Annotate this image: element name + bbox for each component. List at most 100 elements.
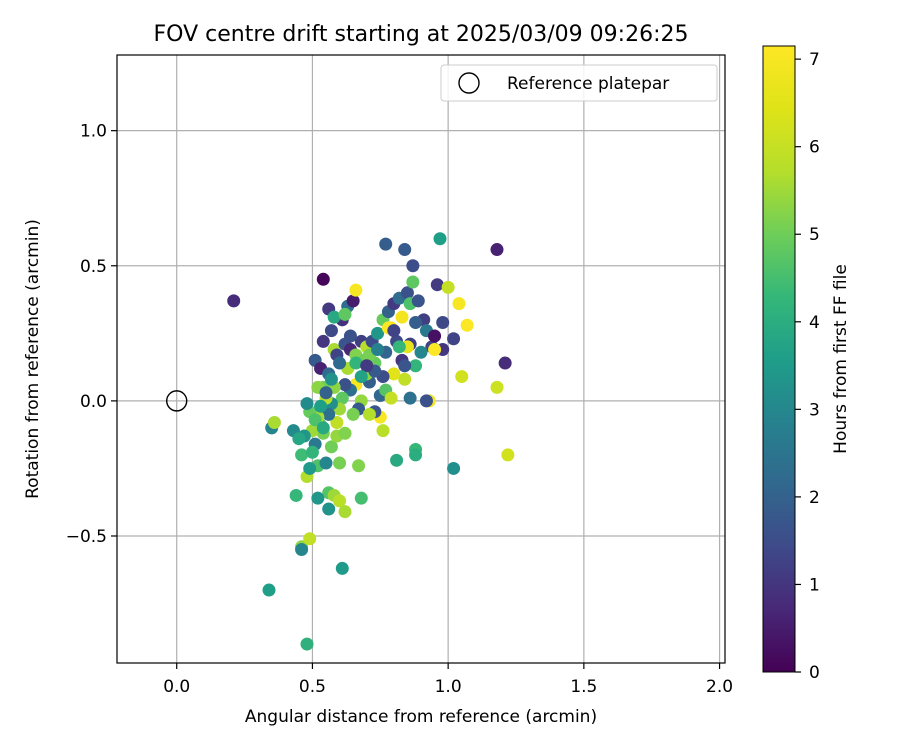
y-axis-label: Rotation from reference (arcmin) <box>23 219 43 499</box>
y-tick-label: 0.0 <box>80 392 107 412</box>
legend-reference-marker <box>458 72 480 94</box>
data-point <box>354 491 368 505</box>
x-tick-label: 0.5 <box>299 677 326 697</box>
data-point <box>354 370 368 384</box>
colorbar-tick-label: 7 <box>809 50 820 70</box>
data-point <box>411 294 425 308</box>
colorbar-tick-label: 1 <box>809 575 820 595</box>
data-point <box>490 243 504 257</box>
data-point <box>352 459 366 473</box>
data-point <box>262 583 276 597</box>
data-point <box>308 413 322 427</box>
data-point <box>292 432 306 446</box>
data-point <box>305 445 319 459</box>
data-point <box>414 345 428 359</box>
data-point <box>322 407 336 421</box>
x-tick-label: 1.0 <box>435 677 462 697</box>
data-point <box>390 453 404 467</box>
data-point <box>376 424 390 438</box>
x-axis-ticks: 0.0 0.5 1.0 1.5 2.0 <box>163 663 733 697</box>
colorbar-tick-label: 3 <box>809 400 820 420</box>
data-point <box>300 397 314 411</box>
data-point <box>349 356 363 370</box>
data-point <box>316 421 330 435</box>
chart-title: FOV centre drift starting at 2025/03/09 … <box>154 22 689 47</box>
data-point <box>406 275 420 289</box>
data-point <box>455 370 469 384</box>
data-point <box>441 280 455 294</box>
legend-box <box>440 64 718 102</box>
data-point <box>319 456 333 470</box>
data-point <box>343 329 357 343</box>
data-point <box>227 294 241 308</box>
data-point <box>335 561 349 575</box>
x-tick-label: 0.0 <box>163 677 190 697</box>
colorbar-gradient <box>762 45 796 673</box>
data-point <box>452 297 466 311</box>
data-point <box>303 532 317 546</box>
x-tick-label: 1.5 <box>570 677 597 697</box>
data-point <box>319 386 333 400</box>
data-point <box>316 272 330 286</box>
data-point <box>384 391 398 405</box>
reference-platepar-marker <box>166 390 188 412</box>
grid <box>117 55 725 663</box>
data-point <box>387 324 401 338</box>
data-point <box>333 494 347 508</box>
data-point <box>267 416 281 430</box>
data-point <box>379 237 393 251</box>
data-point <box>387 367 401 381</box>
colorbar-tick-label: 2 <box>809 488 820 508</box>
data-point <box>460 318 474 332</box>
data-point <box>324 324 338 338</box>
data-point <box>447 461 461 475</box>
data-point <box>400 286 414 300</box>
data-point <box>409 448 423 462</box>
data-point <box>501 448 515 462</box>
data-point <box>398 359 412 373</box>
data-point <box>371 343 385 357</box>
plot-frame <box>116 54 726 664</box>
data-point <box>395 310 409 324</box>
data-point <box>371 326 385 340</box>
colorbar-tick-label: 6 <box>809 138 820 158</box>
data-point <box>409 359 423 373</box>
data-point <box>289 488 303 502</box>
legend-entry-reference: Reference platepar <box>507 74 669 94</box>
y-tick-label: 1.0 <box>80 122 107 142</box>
data-points <box>227 232 515 651</box>
data-point <box>403 391 417 405</box>
x-tick-label: 2.0 <box>706 677 733 697</box>
data-point <box>433 232 447 246</box>
y-axis-ticks: −0.5 0.0 0.5 1.0 <box>66 122 117 547</box>
data-point <box>338 426 352 440</box>
colorbar-tick-label: 5 <box>809 225 820 245</box>
data-point <box>436 316 450 330</box>
data-point <box>311 491 325 505</box>
data-point <box>295 448 309 462</box>
data-point <box>324 440 338 454</box>
legend: Reference platepar <box>440 64 718 102</box>
data-point <box>362 407 376 421</box>
data-point <box>338 307 352 321</box>
y-tick-label: −0.5 <box>66 527 107 547</box>
data-point <box>346 407 360 421</box>
data-point <box>490 380 504 394</box>
colorbar-ticks: 0 1 2 3 4 5 6 7 <box>795 50 820 683</box>
data-point <box>327 310 341 324</box>
data-point <box>447 332 461 346</box>
data-point <box>398 372 412 386</box>
colorbar-tick-label: 4 <box>809 313 820 333</box>
data-point <box>303 461 317 475</box>
x-axis-label: Angular distance from reference (arcmin) <box>245 707 597 727</box>
data-point <box>428 343 442 357</box>
data-point <box>324 372 338 386</box>
colorbar-tick-label: 0 <box>809 663 820 683</box>
colorbar-label: Hours from first FF file <box>831 264 851 454</box>
reference-marker <box>166 390 188 412</box>
data-point <box>333 356 347 370</box>
data-point <box>300 637 314 651</box>
data-point <box>406 259 420 273</box>
